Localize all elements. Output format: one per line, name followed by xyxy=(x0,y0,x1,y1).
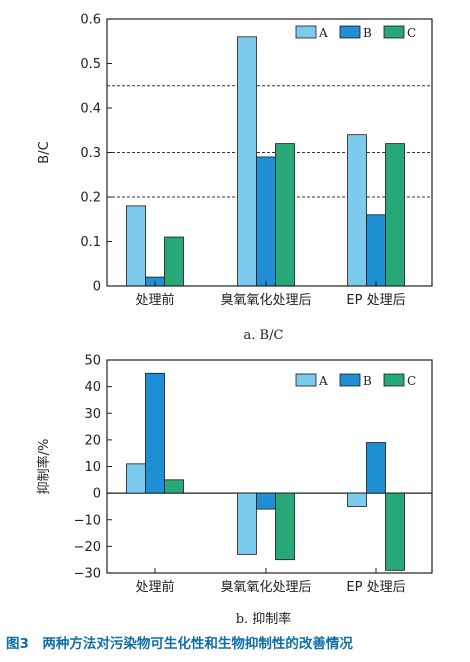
chart2-bar-A xyxy=(126,463,146,494)
chart1-legend-label-C: C xyxy=(407,26,416,40)
chart2-y-tick-label: 10 xyxy=(84,460,101,475)
chart2-legend-label-C: C xyxy=(407,374,416,388)
chart2-bar-B xyxy=(366,442,386,494)
chart1-legend-label-A: A xyxy=(318,26,328,40)
chart2-bar-B xyxy=(256,492,276,510)
chart1-y-tick-label: 0.3 xyxy=(80,146,101,161)
chart1-y-tick-label: 0.4 xyxy=(80,102,101,117)
chart2-y-tick-label: 20 xyxy=(84,433,101,448)
chart1-y-tick-label: 0.2 xyxy=(80,191,101,206)
chart1-y-tick-label: 0.1 xyxy=(80,235,101,250)
chart2-y-tick-label: 0 xyxy=(93,487,101,502)
chart1-bar-A xyxy=(347,134,367,287)
chart1-bar-B xyxy=(256,156,276,287)
chart1-bar-A xyxy=(237,36,257,287)
chart1-bar-B xyxy=(366,214,386,287)
chart2-legend-swatch-C xyxy=(383,373,405,387)
chart1-y-tick-label: 0 xyxy=(93,280,101,295)
chart1-subtitle: a. B/C xyxy=(244,328,284,343)
chart1-bar-C xyxy=(385,143,405,287)
chart2-category-label: 处理前 xyxy=(135,579,174,595)
chart1-legend-swatch-A xyxy=(295,25,317,39)
chart2-y-tick-label: 40 xyxy=(84,380,101,395)
chart1-legend-swatch-C xyxy=(383,25,405,39)
figure-caption: 图3 两种方法对污染物可生化性和生物抑制性的改善情况 xyxy=(6,636,353,652)
chart2-y-tick-label: −20 xyxy=(74,540,101,555)
chart2-category-label: 臭氧氧化处理后 xyxy=(220,580,311,595)
chart2-bar-B xyxy=(145,372,165,494)
chart2-y-tick-label: −30 xyxy=(74,567,101,582)
chart1-category-label: EP 处理后 xyxy=(346,293,405,308)
chart2-subtitle: b. 抑制率 xyxy=(236,611,292,627)
chart2-bar-C xyxy=(164,479,184,494)
chart1-y-tick-label: 0.6 xyxy=(80,13,101,28)
chart1-legend-swatch-B xyxy=(339,25,361,39)
chart1-legend-label-B: B xyxy=(363,26,372,40)
chart1-y-axis-label: B/C xyxy=(37,141,52,163)
chart2-bar-C xyxy=(385,492,405,571)
chart2-y-tick-label: −10 xyxy=(74,513,101,528)
chart2-legend-swatch-B xyxy=(339,373,361,387)
chart2-category-label: EP 处理后 xyxy=(346,580,405,595)
chart1-bar-A xyxy=(126,205,146,287)
chart1-y-tick-label: 0.5 xyxy=(80,57,101,72)
chart1-plot-frame xyxy=(106,18,433,287)
chart2-bar-C xyxy=(275,492,295,561)
chart2-legend-swatch-A xyxy=(295,373,317,387)
chart2-legend-label-A: A xyxy=(318,374,328,388)
chart2-legend-label-B: B xyxy=(363,374,372,388)
chart2-bar-A xyxy=(347,492,367,507)
chart1-category-label: 臭氧氧化处理后 xyxy=(220,293,311,308)
chart1-category-label: 处理前 xyxy=(135,292,174,308)
chart2-y-axis-label: 抑制率/% xyxy=(36,439,52,495)
chart2-bar-A xyxy=(237,492,257,555)
chart1-bar-C xyxy=(164,236,184,287)
chart2-y-tick-label: 50 xyxy=(84,354,101,369)
chart2-y-tick-label: 30 xyxy=(84,407,101,422)
chart2-plot-frame xyxy=(106,359,433,574)
chart1-bar-C xyxy=(275,143,295,287)
